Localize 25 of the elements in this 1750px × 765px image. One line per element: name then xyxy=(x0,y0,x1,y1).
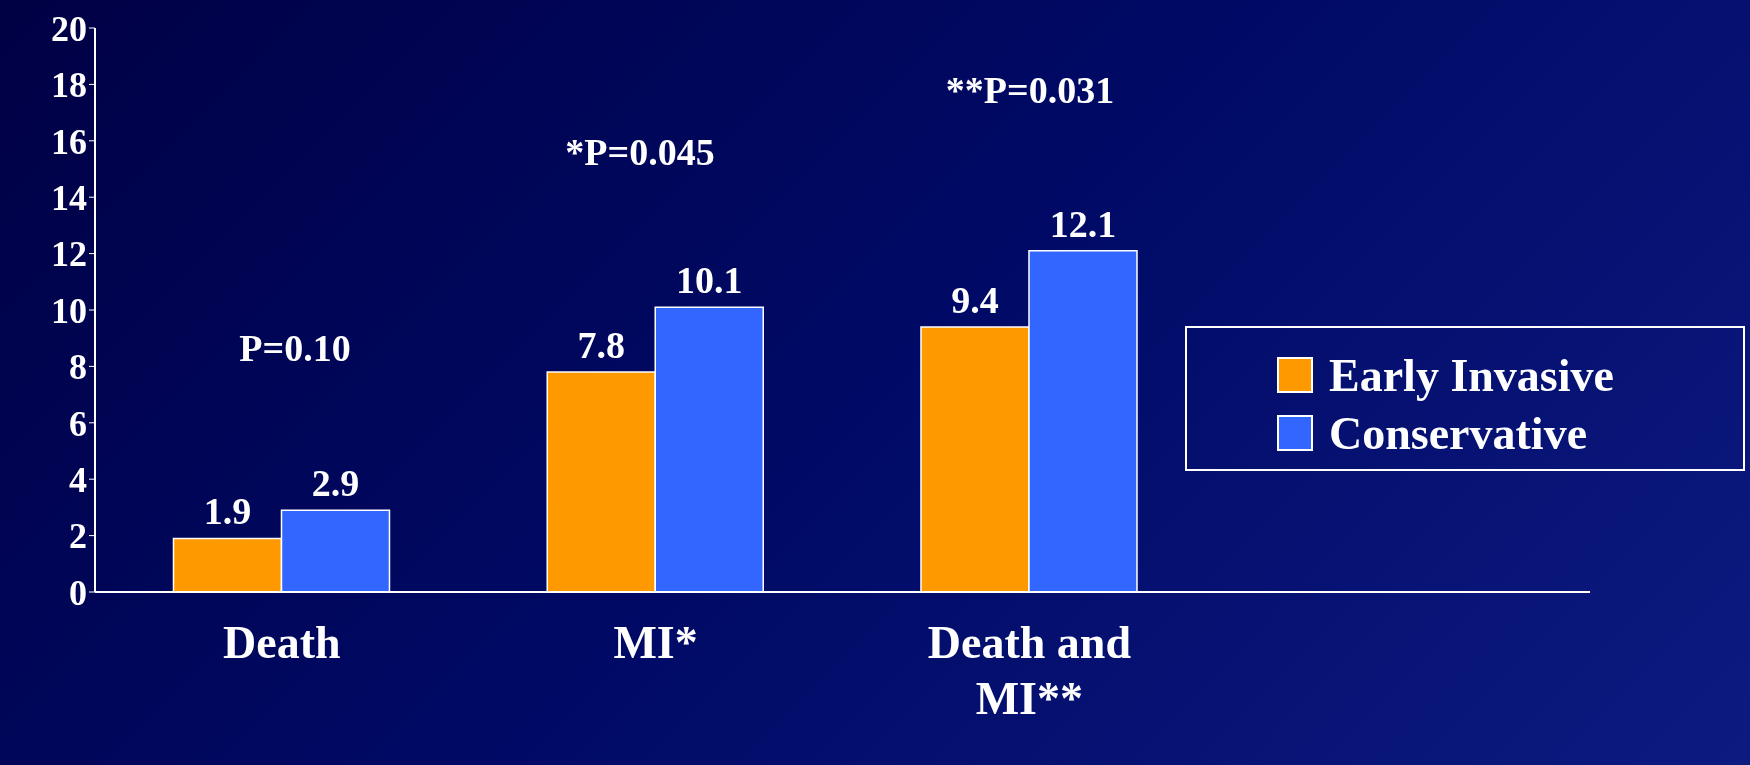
y-tick-label: 6 xyxy=(69,403,87,444)
y-tick-label: 0 xyxy=(69,572,87,613)
x-tick-label: Death xyxy=(223,617,341,668)
annotation: *P=0.045 xyxy=(565,130,715,174)
y-tick-label: 4 xyxy=(69,459,87,500)
legend-label: Early Invasive xyxy=(1328,348,1615,403)
y-tick-label: 18 xyxy=(51,65,87,106)
data-label: 2.9 xyxy=(311,462,360,505)
annotation: P=0.10 xyxy=(239,326,351,370)
y-tick-label: 12 xyxy=(51,234,87,275)
y-tick-label: 8 xyxy=(69,347,87,388)
data-label: 9.4 xyxy=(951,278,999,321)
y-tick-label: 16 xyxy=(51,121,87,162)
y-tick-label: 2 xyxy=(69,516,87,557)
annotation: **P=0.031 xyxy=(945,68,1115,112)
y-tick-label: 20 xyxy=(51,8,87,49)
x-tick-label: MI* xyxy=(613,617,698,668)
x-tick-label: Death and MI** xyxy=(927,617,1132,724)
data-label: 10.1 xyxy=(675,259,743,302)
legend-label: Conservative xyxy=(1328,406,1589,461)
y-tick-label: 10 xyxy=(51,290,87,331)
data-label: 7.8 xyxy=(577,324,625,367)
data-label: 12.1 xyxy=(1049,202,1117,245)
y-tick-label: 14 xyxy=(51,177,87,218)
data-label: 1.9 xyxy=(203,490,252,533)
